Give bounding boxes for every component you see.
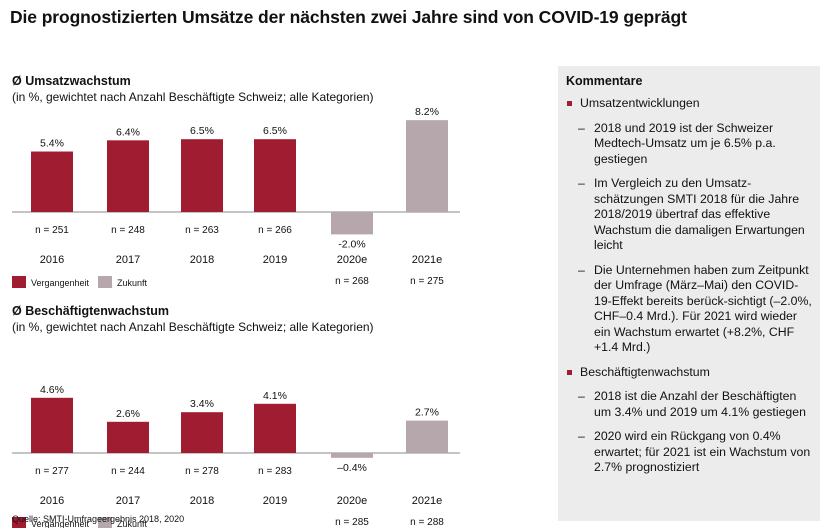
data-label: -2.0% — [338, 238, 365, 250]
tick-label: 2018 — [190, 254, 214, 266]
tick-label: 2019 — [263, 495, 287, 507]
data-label: 2.7% — [415, 407, 439, 419]
legend-label-future: Zukunft — [117, 519, 148, 528]
comment-item: 2018 und 2019 ist der Schweizer Medtech-… — [566, 121, 814, 168]
sample-size-label: n = 251 — [35, 225, 69, 236]
data-label: 6.4% — [116, 126, 140, 138]
comments-body: Umsatzentwicklungen 2018 und 2019 ist de… — [566, 96, 814, 485]
sample-size-label: n = 278 — [185, 466, 219, 477]
employment-growth-chart: 4.6% n = 277 2016 2.6% n = 244 2017 3.4% n = 27… — [12, 384, 460, 528]
chart2-subheading: (in %, gewichtet nach Anzahl Beschäftigt… — [12, 320, 374, 334]
bar — [107, 421, 149, 453]
sample-size-label: n = 288 — [410, 517, 444, 528]
comment-item: Im Vergleich zu den Umsatz-schätzungen S… — [566, 176, 814, 254]
legend-swatch-future — [98, 276, 112, 288]
data-label: –0.4% — [337, 462, 367, 474]
legend-swatch-future — [98, 517, 112, 528]
sample-size-label: n = 285 — [335, 517, 369, 528]
tick-label: 2018 — [190, 495, 214, 507]
bar — [107, 140, 149, 212]
tick-label: 2020e — [337, 495, 368, 507]
comment-section-label: Umsatzentwicklungen — [566, 96, 814, 112]
tick-label: 2019 — [263, 254, 287, 266]
data-label: 5.4% — [40, 138, 64, 150]
sample-size-label: n = 244 — [111, 466, 145, 477]
tick-label: 2017 — [116, 495, 140, 507]
tick-label: 2017 — [116, 254, 140, 266]
legend-swatch-past — [12, 517, 26, 528]
sample-size-label: n = 268 — [335, 276, 369, 287]
data-label: 3.4% — [190, 398, 214, 410]
bar — [406, 120, 448, 212]
sample-size-label: n = 283 — [258, 466, 292, 477]
legend-label-future: Zukunft — [117, 278, 148, 288]
bar — [181, 412, 223, 453]
chart1-heading: Ø Umsatzwachstum — [12, 74, 131, 88]
bar — [254, 403, 296, 453]
comments-panel: Kommentare Umsatzentwicklungen 2018 und … — [558, 66, 820, 521]
bar — [254, 139, 296, 212]
sample-size-label: n = 275 — [410, 276, 444, 287]
bar — [406, 420, 448, 453]
tick-label: 2020e — [337, 254, 368, 266]
comment-section-label: Beschäftigtenwachstum — [566, 365, 814, 381]
tick-label: 2021e — [412, 254, 443, 266]
bar — [331, 453, 373, 458]
comment-item: 2018 ist die Anzahl der Beschäftigten um… — [566, 389, 814, 420]
source-note: Quelle: SMTI-Umfrageergebnis 2018, 2020 — [12, 514, 185, 524]
bar — [31, 151, 73, 212]
comment-item: Die Unternehmen haben zum Zeitpunkt der … — [566, 263, 814, 356]
bar — [181, 139, 223, 212]
bar — [31, 397, 73, 453]
sample-size-label: n = 277 — [35, 466, 69, 477]
bar — [331, 212, 373, 235]
comments-heading: Kommentare — [566, 74, 643, 88]
chart1-subheading: (in %, gewichtet nach Anzahl Beschäftigt… — [12, 90, 374, 104]
sample-size-label: n = 266 — [258, 225, 292, 236]
tick-label: 2021e — [412, 495, 443, 507]
data-label: 4.6% — [40, 384, 64, 396]
data-label: 6.5% — [263, 125, 287, 137]
page-title: Die prognostizierten Umsätze der nächste… — [10, 7, 687, 27]
tick-label: 2016 — [40, 495, 64, 507]
comment-item: 2020 wird ein Rückgang von 0.4% erwartet… — [566, 429, 814, 476]
data-label: 4.1% — [263, 390, 287, 402]
sample-size-label: n = 263 — [185, 225, 219, 236]
legend-label-past: Vergangenheit — [31, 519, 90, 528]
legend-label-past: Vergangenheit — [31, 278, 90, 288]
data-label: 8.2% — [415, 106, 439, 118]
legend-swatch-past — [12, 276, 26, 288]
sales-growth-chart: 5.4% n = 251 2016 6.4% n = 248 2017 6.5% n = 26… — [12, 106, 460, 288]
data-label: 2.6% — [116, 408, 140, 420]
chart2-heading: Ø Beschäftigtenwachstum — [12, 304, 169, 318]
tick-label: 2016 — [40, 254, 64, 266]
data-label: 6.5% — [190, 125, 214, 137]
sample-size-label: n = 248 — [111, 225, 145, 236]
